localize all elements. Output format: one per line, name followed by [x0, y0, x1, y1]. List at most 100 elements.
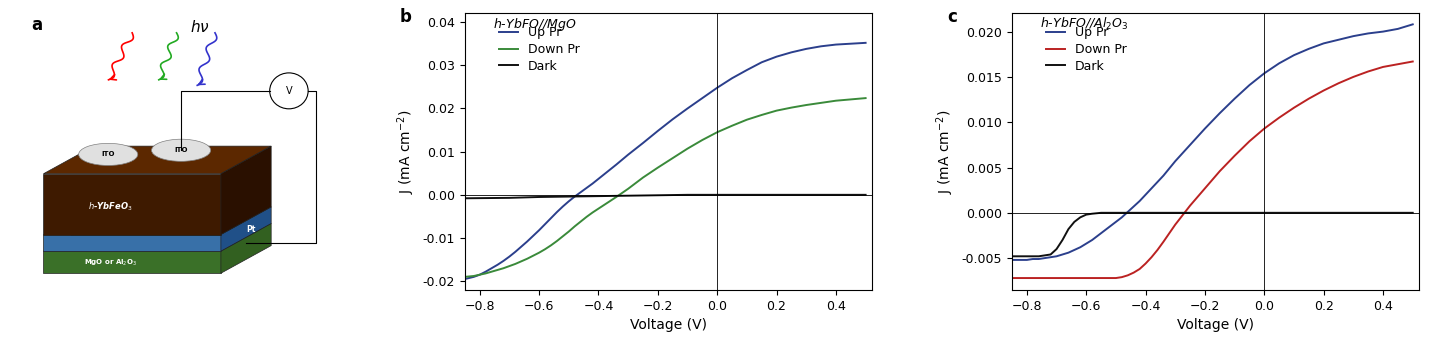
Dark: [1315, 211, 1333, 215]
Up Pr: [768, 55, 785, 59]
Down Pr: [1019, 276, 1036, 280]
Dark: [1019, 254, 1036, 258]
Up Pr: [1060, 251, 1078, 255]
Down Pr: [608, 195, 625, 199]
Dark: [1030, 254, 1048, 258]
Down Pr: [782, 105, 800, 110]
Down Pr: [1003, 276, 1020, 280]
Down Pr: [1030, 276, 1048, 280]
Up Pr: [1144, 186, 1161, 190]
Up Pr: [663, 117, 681, 121]
Dark: [1136, 211, 1154, 215]
Up Pr: [466, 275, 483, 279]
Dark: [1108, 211, 1125, 215]
Down Pr: [1125, 271, 1142, 275]
Up Pr: [1300, 47, 1317, 51]
Down Pr: [536, 247, 553, 251]
Line: Dark: Dark: [464, 195, 866, 198]
Up Pr: [555, 205, 572, 209]
Up Pr: [679, 106, 696, 111]
Up Pr: [536, 222, 553, 226]
Down Pr: [857, 96, 874, 100]
Up Pr: [608, 162, 625, 166]
Up Pr: [1315, 41, 1333, 45]
Down Pr: [1155, 240, 1172, 244]
Dark: [798, 193, 815, 197]
Down Pr: [1182, 204, 1199, 208]
Up Pr: [1330, 38, 1347, 42]
Dark: [1072, 215, 1089, 219]
Down Pr: [602, 199, 619, 203]
Up Pr: [577, 186, 595, 190]
X-axis label: Voltage (V): Voltage (V): [629, 318, 706, 332]
Down Pr: [507, 262, 524, 266]
Dark: [456, 196, 473, 200]
Dark: [1122, 211, 1139, 215]
Up Pr: [619, 153, 636, 157]
Down Pr: [1136, 262, 1154, 266]
Polygon shape: [43, 251, 221, 273]
Dark: [1404, 211, 1422, 215]
Polygon shape: [43, 207, 271, 235]
Text: V: V: [285, 86, 292, 96]
Down Pr: [596, 203, 613, 207]
Down Pr: [1025, 276, 1042, 280]
Down Pr: [1072, 276, 1089, 280]
Down Pr: [1108, 276, 1125, 280]
Up Pr: [513, 245, 530, 249]
Text: b: b: [400, 8, 411, 26]
Down Pr: [1119, 273, 1136, 277]
Down Pr: [542, 243, 559, 247]
Down Pr: [798, 103, 815, 107]
Down Pr: [1113, 275, 1131, 279]
Up Pr: [1042, 255, 1059, 259]
Down Pr: [1012, 276, 1029, 280]
Down Pr: [1197, 186, 1214, 190]
Up Pr: [483, 266, 500, 270]
Up Pr: [635, 141, 652, 145]
Up Pr: [1119, 210, 1136, 214]
Down Pr: [1053, 276, 1070, 280]
Up Pr: [1241, 83, 1258, 87]
Dark: [1042, 252, 1059, 256]
Dark: [768, 193, 785, 197]
Up Pr: [519, 239, 536, 243]
Down Pr: [477, 271, 494, 275]
Legend: Up Pr, Down Pr, Dark: Up Pr, Down Pr, Dark: [496, 23, 583, 76]
Dark: [1053, 238, 1070, 242]
Up Pr: [1025, 257, 1042, 261]
Down Pr: [694, 138, 711, 142]
Dark: [1060, 227, 1078, 231]
Up Pr: [596, 172, 613, 176]
Up Pr: [494, 259, 512, 263]
Down Pr: [1036, 276, 1053, 280]
Dark: [1166, 211, 1184, 215]
Up Pr: [1095, 229, 1112, 233]
Dark: [1197, 211, 1214, 215]
Up Pr: [1271, 61, 1288, 65]
Up Pr: [782, 50, 800, 54]
Down Pr: [1330, 81, 1347, 85]
Up Pr: [1211, 111, 1228, 115]
Polygon shape: [221, 223, 271, 273]
Dark: [649, 193, 666, 197]
Dark: [738, 193, 755, 197]
Down Pr: [1066, 276, 1083, 280]
Line: Down Pr: Down Pr: [1012, 61, 1413, 278]
Down Pr: [1144, 255, 1161, 259]
Down Pr: [843, 97, 860, 101]
Down Pr: [679, 147, 696, 151]
Up Pr: [1125, 205, 1142, 209]
Up Pr: [1030, 257, 1048, 261]
Polygon shape: [43, 174, 221, 235]
Up Pr: [1053, 252, 1070, 256]
Dark: [1285, 211, 1303, 215]
Down Pr: [524, 254, 542, 258]
Down Pr: [1149, 248, 1166, 252]
Down Pr: [1300, 97, 1317, 101]
Dark: [560, 194, 577, 198]
Y-axis label: J (mA cm$^{-2}$): J (mA cm$^{-2}$): [934, 110, 956, 194]
Dark: [619, 194, 636, 198]
Y-axis label: J (mA cm$^{-2}$): J (mA cm$^{-2}$): [396, 110, 417, 194]
Up Pr: [1197, 126, 1214, 130]
